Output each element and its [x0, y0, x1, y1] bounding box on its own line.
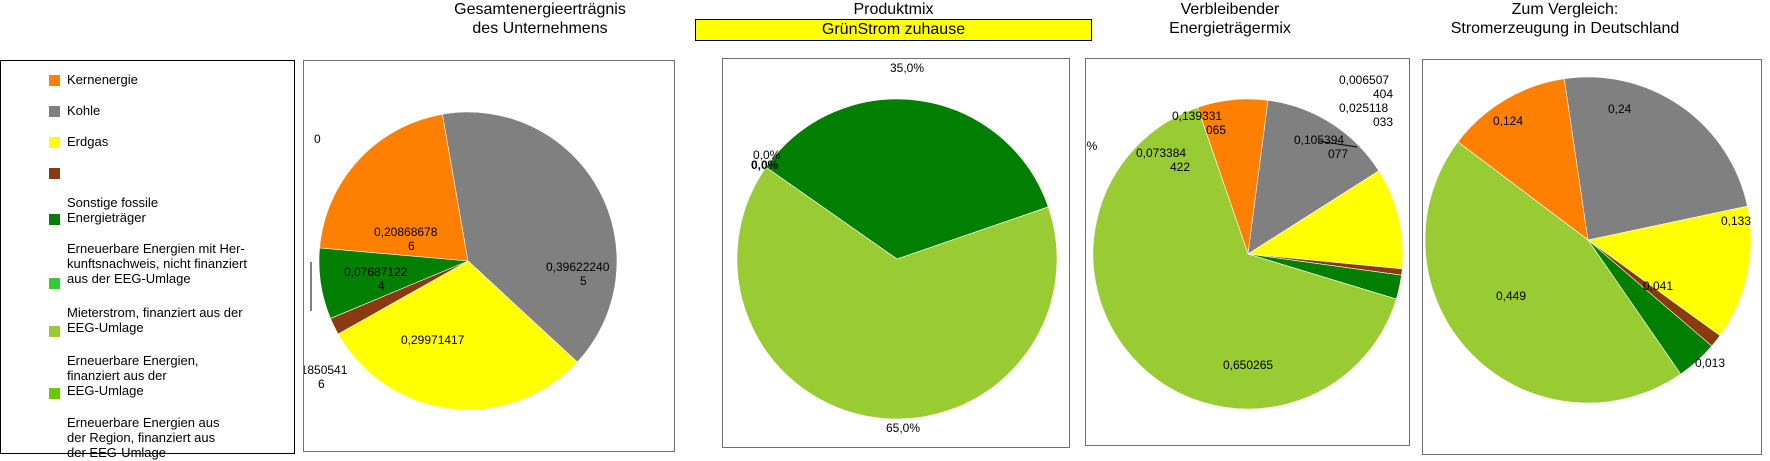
pie-slice-kern [319, 113, 469, 262]
data-label-kern: 0,124 [1493, 114, 1523, 128]
legend-label: Erneuerbare Energien, finanziert aus der… [67, 353, 199, 398]
leader-line [1317, 140, 1358, 148]
legend-swatch [49, 326, 60, 337]
legend-swatch [49, 278, 60, 289]
legend-item-ee-region: Erneuerbare Energien aus der Region, fin… [49, 385, 289, 460]
data-label-ee_eeg: 65,0% [886, 421, 920, 435]
legend-swatch [49, 214, 60, 225]
chart4-title: Zum Vergleich: Stromerzeugung in Deutsch… [1450, 1, 1680, 37]
data-label-erdgas: 0,105394 077 [1294, 133, 1348, 161]
legend-label: Erneuerbare Energien mit Her- kunftsnach… [67, 241, 247, 286]
pie-slice-erdgas [337, 260, 578, 411]
chart-legend: Kernenergie Kohle Erdgas Sonstige fossil… [0, 60, 295, 460]
pie-slice-kern [1457, 78, 1589, 241]
legend-item-erdgas: Erdgas [49, 134, 289, 149]
pie-slice-ee_eeg [1092, 107, 1397, 410]
chart2-panel: 35,0% 65,0% 0,0% 0,0% [722, 58, 1070, 448]
data-label-ee_eeg: 0 [314, 132, 321, 146]
pie-slice-kohle [1563, 76, 1748, 241]
data-label-sonstige: 0,018505416 [304, 363, 348, 391]
data-label-mieter: 0,0% [751, 158, 779, 172]
data-label-kohle: 0,139331 065 [1172, 109, 1226, 137]
pie-slice-ee_eeg [1424, 141, 1682, 404]
legend-item-kernenergie: Kernenergie [49, 72, 289, 87]
legend-swatch [49, 168, 60, 179]
legend-label: Kohle [67, 103, 101, 118]
data-label-ee_hkn: 35,0% [890, 61, 924, 75]
pie-slice-ee_hkn [318, 247, 469, 319]
data-label-sonstige: 0,013 [1695, 356, 1725, 370]
data-label-ee_hkn: 0,07687122 4 [344, 265, 408, 293]
data-label-kohle: 0,24 [1608, 102, 1632, 116]
legend-swatch [49, 137, 60, 148]
chart2-subtitle: GrünStrom zuhause [695, 19, 1092, 41]
data-label-kohle: 0,39622240 5 [546, 260, 610, 288]
pie-slice-kohle [442, 111, 618, 363]
pie-slice-kohle [1247, 99, 1380, 255]
legend-swatch [49, 388, 60, 399]
legend-label: Sonstige fossile Energieträger [67, 195, 159, 225]
legend-item-ee-eeg: Erneuerbare Energien, finanziert aus der… [49, 323, 289, 398]
data-label-erdgas: 0,133 [1721, 214, 1751, 228]
legend-item-kohle: Kohle [49, 103, 289, 118]
pie-slice-erdgas [1587, 205, 1752, 337]
chart3-svg: 0,073384 422 0,139331 065 0,105394 077 0,00650… [1086, 73, 1404, 410]
data-label-ee_eeg: 0,449 [1496, 289, 1526, 303]
data-label-kern: 0,20868678 6 [374, 225, 438, 253]
data-label-ee_eeg: 0,650265 [1223, 358, 1273, 372]
chart1-title: Gesamtenergieerträgnis des Unternehmens [454, 1, 626, 37]
data-label-ee_region: 0,0% [753, 148, 781, 162]
legend-label: Mieterstrom, finanziert aus der EEG-Umla… [67, 305, 243, 335]
legend-swatch [49, 106, 60, 117]
legend-label: Kernenergie [67, 72, 138, 87]
data-label-erdgas: 0,29971417 [401, 333, 465, 347]
chart3-panel: 0,073384 422 0,139331 065 0,105394 077 0,00650… [1085, 58, 1410, 446]
legend-item-ee-herkunftsnachweis: Erneuerbare Energien mit Her- kunftsnach… [49, 211, 289, 286]
pie-slice-ee_hkn [765, 98, 1049, 260]
legend-swatch [49, 75, 60, 86]
pie-slice-ee_eeg [736, 166, 1058, 420]
data-label-ee_hkn: 0,041 [1643, 279, 1673, 293]
chart2-svg: 35,0% 65,0% 0,0%0,0% [736, 61, 1058, 435]
data-label-kern: 0,073384 422 [1136, 146, 1190, 174]
chart3-title: Verbleibender Energieträgermix [1169, 1, 1291, 37]
data-label-sonstige: 0,006507 404 [1339, 73, 1393, 101]
legend-item-mieterstrom: Mieterstrom, finanziert aus der EEG-Umla… [49, 275, 289, 335]
chart2-title: Produktmix [853, 1, 934, 18]
legend-label: Erdgas [67, 134, 109, 149]
legend-label: Erneuerbare Energien aus der Region, fin… [67, 415, 220, 460]
data-label-ee_hkn: 0,025118 033 [1339, 101, 1393, 129]
data-label-mieter: 0,0% [1086, 139, 1098, 153]
legend-item-sonstige-fossile: Sonstige fossile Energieträger [49, 165, 289, 225]
pie-slice-erdgas [1247, 170, 1404, 270]
